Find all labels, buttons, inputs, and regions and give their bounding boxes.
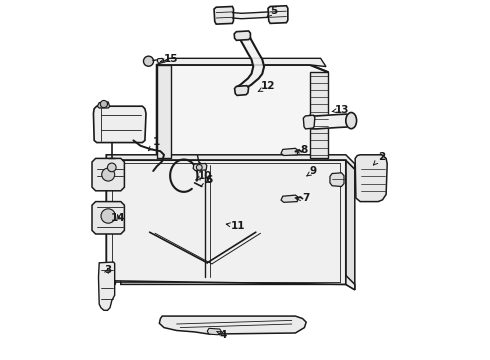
Polygon shape <box>157 65 328 158</box>
Polygon shape <box>268 6 288 23</box>
Text: 11: 11 <box>226 221 245 231</box>
Polygon shape <box>98 262 115 310</box>
Polygon shape <box>94 106 146 143</box>
Text: 13: 13 <box>332 105 349 115</box>
Text: 9: 9 <box>307 166 317 176</box>
Polygon shape <box>241 40 255 47</box>
Polygon shape <box>339 114 346 127</box>
Polygon shape <box>317 115 328 129</box>
Polygon shape <box>193 163 207 171</box>
Text: 7: 7 <box>296 193 310 203</box>
Polygon shape <box>355 155 387 202</box>
Polygon shape <box>106 160 346 284</box>
Polygon shape <box>248 53 262 59</box>
Polygon shape <box>106 155 355 169</box>
Polygon shape <box>312 116 317 129</box>
Polygon shape <box>159 316 306 334</box>
Polygon shape <box>241 82 254 85</box>
Polygon shape <box>238 85 251 86</box>
Polygon shape <box>92 202 124 234</box>
Text: 4: 4 <box>217 330 227 340</box>
Polygon shape <box>157 65 171 158</box>
Polygon shape <box>235 86 248 95</box>
Polygon shape <box>251 59 264 67</box>
Text: 6: 6 <box>205 175 213 185</box>
Polygon shape <box>303 115 315 129</box>
Circle shape <box>196 165 202 170</box>
Polygon shape <box>245 47 259 53</box>
Polygon shape <box>346 160 355 290</box>
Polygon shape <box>310 72 328 158</box>
Circle shape <box>101 209 116 223</box>
Text: 5: 5 <box>267 6 277 17</box>
Polygon shape <box>92 158 124 191</box>
Polygon shape <box>244 78 259 82</box>
Text: 2: 2 <box>373 152 386 165</box>
Polygon shape <box>98 102 110 108</box>
Polygon shape <box>234 31 250 40</box>
Text: 15: 15 <box>161 54 178 64</box>
Circle shape <box>102 168 115 181</box>
Text: 8: 8 <box>295 145 308 156</box>
Polygon shape <box>157 58 164 63</box>
Text: 14: 14 <box>111 213 126 223</box>
Polygon shape <box>281 195 298 202</box>
Polygon shape <box>106 155 116 284</box>
Polygon shape <box>121 275 355 290</box>
Circle shape <box>107 163 116 172</box>
Polygon shape <box>237 35 250 37</box>
Polygon shape <box>236 86 248 88</box>
Circle shape <box>144 56 153 66</box>
Polygon shape <box>251 67 264 74</box>
Polygon shape <box>281 148 298 156</box>
Polygon shape <box>330 173 344 186</box>
Polygon shape <box>214 6 233 24</box>
Text: 10: 10 <box>196 171 213 181</box>
Text: 12: 12 <box>258 81 276 91</box>
Polygon shape <box>207 328 221 335</box>
Polygon shape <box>328 114 339 128</box>
Circle shape <box>100 100 107 108</box>
Text: 3: 3 <box>104 265 111 275</box>
Polygon shape <box>248 74 262 78</box>
Polygon shape <box>239 37 251 40</box>
Text: 1: 1 <box>148 137 160 151</box>
Polygon shape <box>157 58 326 67</box>
Ellipse shape <box>346 112 357 129</box>
